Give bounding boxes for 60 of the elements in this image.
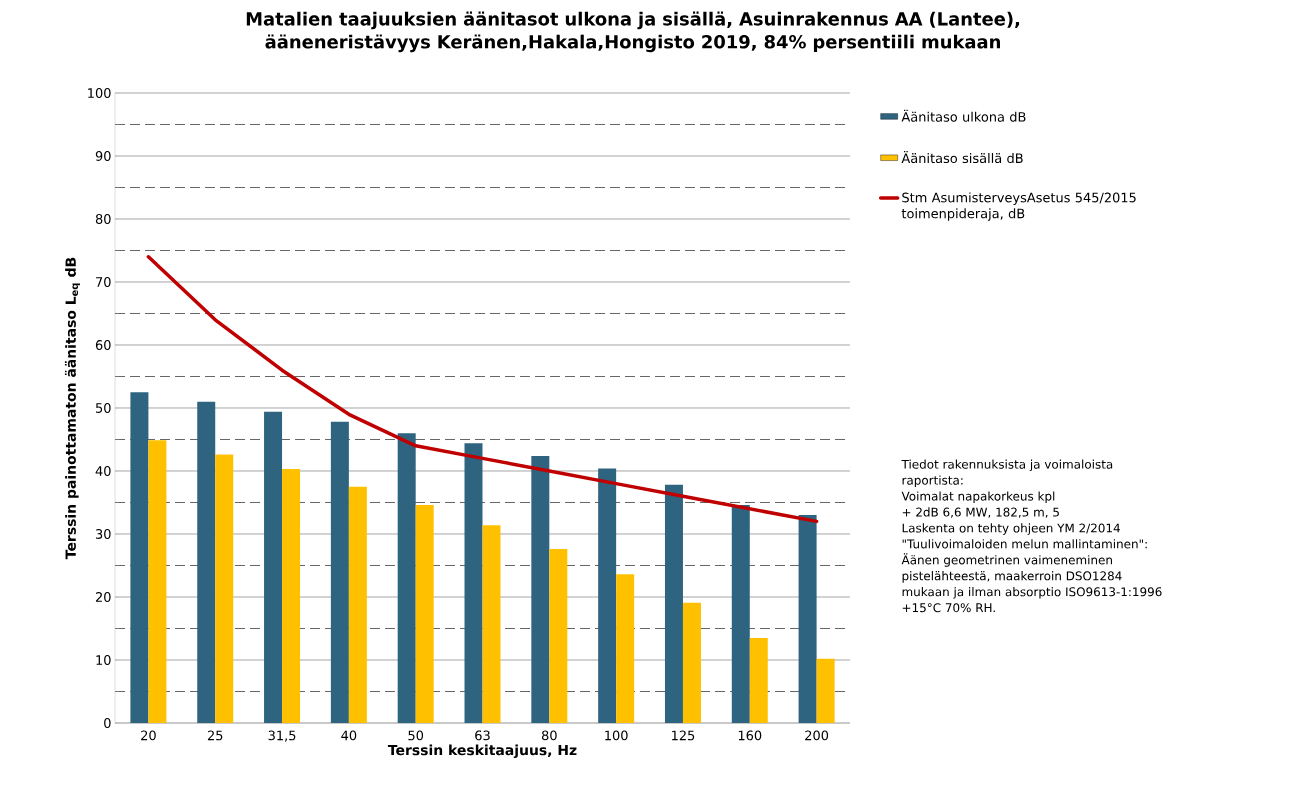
chart-title: Matalien taajuuksien äänitasot ulkona ja sisällä, Asuinrakennus AA (Lantee), ääneneristävyys Keränen,Hakala,Hongisto 2019, 84% persentiili mukaan xyxy=(246,11,1020,53)
text: pistelähteestä, maakerroin DSO1284 xyxy=(902,571,1122,583)
bar xyxy=(148,440,167,723)
x-tick-label: 63 xyxy=(475,730,490,741)
bar xyxy=(397,433,416,723)
text: "Tuulivoimaloiden melun mallintaminen": xyxy=(902,539,1147,549)
bar xyxy=(415,505,434,723)
text: + 2dB 6,6 MW, 182,5 m, 5 xyxy=(902,507,1059,518)
y-tick-label: 0 xyxy=(104,718,111,728)
y-tick-label: 100 xyxy=(88,88,111,98)
x-tick-label: 20 xyxy=(141,730,156,741)
bar xyxy=(798,515,817,723)
y-tick-label: 80 xyxy=(95,214,111,224)
text: +15°C 70% RH. xyxy=(902,603,995,613)
x-tick-label: 160 xyxy=(738,730,762,741)
legend-label: Äänitaso sisällä dB xyxy=(901,151,1023,164)
x-tick-label: 200 xyxy=(805,730,829,741)
text: Tiedot rakennuksista ja voimaloista xyxy=(901,459,1113,472)
bar xyxy=(731,505,750,723)
bar xyxy=(616,574,635,723)
y-tick-label: 30 xyxy=(95,529,111,539)
text: Äänen geometrinen vaimeneminen xyxy=(901,553,1112,567)
y-tick-label: 10 xyxy=(96,655,111,665)
bar xyxy=(464,443,483,723)
y-tick-label: 60 xyxy=(95,340,111,350)
legend-label: Stm AsumisterveysAsetus 545/2015 toimenpideraja, dB xyxy=(901,192,1136,221)
x-tick-label: 25 xyxy=(207,730,223,741)
bar xyxy=(664,484,683,723)
y-tick-label: 40 xyxy=(95,466,111,476)
x-tick-label: 125 xyxy=(672,730,695,741)
y-tick-label: 50 xyxy=(96,403,111,413)
bar xyxy=(348,486,367,723)
y-tick-label: 70 xyxy=(96,277,111,287)
bar xyxy=(816,658,835,723)
text: Voimalat napakorkeus kpl xyxy=(901,491,1055,503)
text: raportista: xyxy=(902,475,963,488)
x-tick-label: 80 xyxy=(541,730,557,741)
bar xyxy=(282,469,301,723)
bar xyxy=(482,525,501,723)
bar xyxy=(197,401,216,723)
y-tick-label: 90 xyxy=(95,151,111,161)
bar xyxy=(749,637,768,723)
bar xyxy=(549,549,568,723)
text: mukaan ja ilman absorptio ISO9613-1:1996 xyxy=(902,587,1162,599)
x-tick-label: 40 xyxy=(341,730,357,741)
bar xyxy=(330,421,349,723)
bar xyxy=(531,455,550,723)
y-axis-title: Terssin painottamaton äänitaso L$_{eq}$ dB xyxy=(64,257,80,560)
bar xyxy=(264,411,283,723)
bar xyxy=(598,468,617,723)
y-tick-label: 20 xyxy=(95,592,111,602)
bar xyxy=(682,602,701,723)
bar xyxy=(215,454,234,723)
bar xyxy=(130,392,149,723)
x-tick-label: 100 xyxy=(605,730,628,741)
x-axis-title: Terssin keskitaajuus, Hz xyxy=(387,744,577,759)
x-tick-label: 50 xyxy=(408,730,424,741)
legend-label: Äänitaso ulkona dB xyxy=(901,109,1026,122)
x-tick-label: 31,5 xyxy=(268,730,296,742)
text: Laskenta on tehty ohjeen YM 2/2014 xyxy=(902,523,1120,535)
